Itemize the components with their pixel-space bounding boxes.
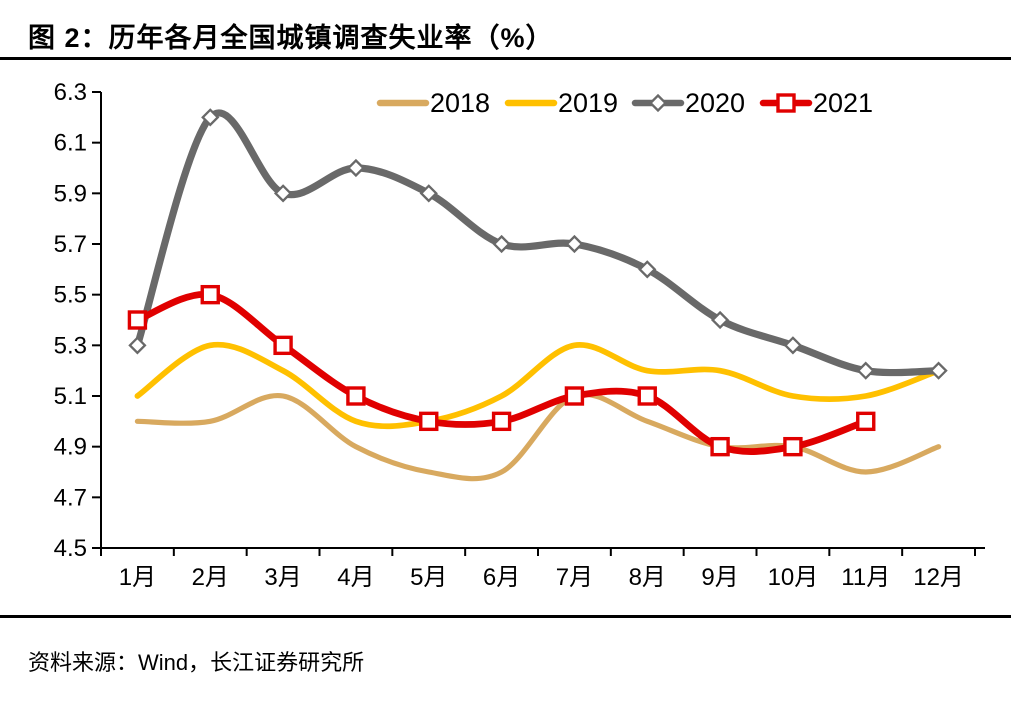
x-tick-label: 3月 xyxy=(264,564,301,591)
data-point-marker-2020 xyxy=(273,184,293,203)
series-line-2019 xyxy=(134,341,942,430)
figure-bottom-divider xyxy=(0,615,1011,618)
legend-label: 2018 xyxy=(430,88,490,118)
data-point-marker-2021 xyxy=(273,335,293,356)
data-point-marker-2020 xyxy=(565,234,584,254)
data-point-marker-2021 xyxy=(419,411,439,432)
x-tick-label: 2月 xyxy=(192,564,229,591)
data-point-marker-2020 xyxy=(419,184,438,203)
data-point-marker-2020 xyxy=(783,336,803,355)
y-tick-label: 5.9 xyxy=(54,180,87,207)
data-point-marker-2020 xyxy=(492,234,511,254)
data-point-marker-2020 xyxy=(346,158,366,178)
data-point-marker-2020 xyxy=(201,108,220,127)
x-tick-label: 7月 xyxy=(556,564,593,591)
x-tick-label: 5月 xyxy=(410,564,447,591)
data-point-marker-2021 xyxy=(710,436,730,457)
legend-marker-square xyxy=(776,93,796,113)
data-point-marker-2021 xyxy=(491,411,512,432)
y-tick-label: 5.5 xyxy=(54,282,87,309)
x-tick-label: 8月 xyxy=(629,564,666,591)
x-tick-label: 12月 xyxy=(913,564,964,591)
chart-canvas: 6.3 6.1 5.9 5.7 5.5 5.3 5.1 4.9 4.7 4.5 1月 2月 3月 4月 5月… xyxy=(54,79,985,591)
data-point-marker-2021 xyxy=(127,310,148,330)
data-point-marker-2021 xyxy=(346,386,366,406)
x-tick-label: 9月 xyxy=(701,564,738,591)
x-tick-label: 11月 xyxy=(841,564,890,591)
data-point-marker-2021 xyxy=(783,436,803,457)
series-line-2020 xyxy=(133,109,943,377)
y-tick-label: 5.1 xyxy=(54,383,87,410)
data-point-marker-2020 xyxy=(638,260,657,279)
x-tick-label: 10月 xyxy=(768,564,819,591)
legend-item-2021: 2021 xyxy=(759,88,873,118)
data-point-marker-2020 xyxy=(856,361,875,380)
legend-label: 2020 xyxy=(685,88,745,118)
x-tick-label: 6月 xyxy=(483,564,520,591)
y-tick-label: 5.3 xyxy=(54,332,87,359)
y-tick-label: 4.9 xyxy=(54,434,87,461)
y-tick-label: 4.5 xyxy=(54,535,87,562)
source-note: 资料来源：Wind，长江证券研究所 xyxy=(28,650,365,675)
legend-item-2019: 2019 xyxy=(504,88,618,118)
title-divider xyxy=(0,57,1011,60)
figure-title: 图 2：历年各月全国城镇调查失业率（%） xyxy=(28,23,554,53)
data-point-marker-2021 xyxy=(200,284,220,305)
data-point-marker-2021 xyxy=(856,411,876,432)
legend-item-2018: 2018 xyxy=(376,88,490,118)
legend-marker-diamond xyxy=(648,93,668,113)
y-tick-label: 4.7 xyxy=(54,484,87,511)
legend-label: 2019 xyxy=(558,88,618,118)
data-point-marker-2020 xyxy=(929,361,948,380)
y-tick-label: 6.1 xyxy=(54,130,87,157)
legend-label: 2021 xyxy=(813,88,873,118)
unemployment-rate-chart: 6.3 6.1 5.9 5.7 5.5 5.3 5.1 4.9 4.7 4.5 1月 2月 3月 4月 5月… xyxy=(54,79,985,591)
data-point-marker-2020 xyxy=(710,310,730,330)
legend-item-2020: 2020 xyxy=(631,88,745,118)
y-tick-label: 5.7 xyxy=(54,231,87,258)
data-point-marker-2021 xyxy=(637,386,657,406)
x-tick-label: 4月 xyxy=(337,564,374,591)
y-tick-label: 6.3 xyxy=(54,79,87,106)
x-tick-label: 1月 xyxy=(119,564,156,591)
data-point-marker-2021 xyxy=(564,386,585,406)
data-point-marker-2020 xyxy=(128,336,147,355)
